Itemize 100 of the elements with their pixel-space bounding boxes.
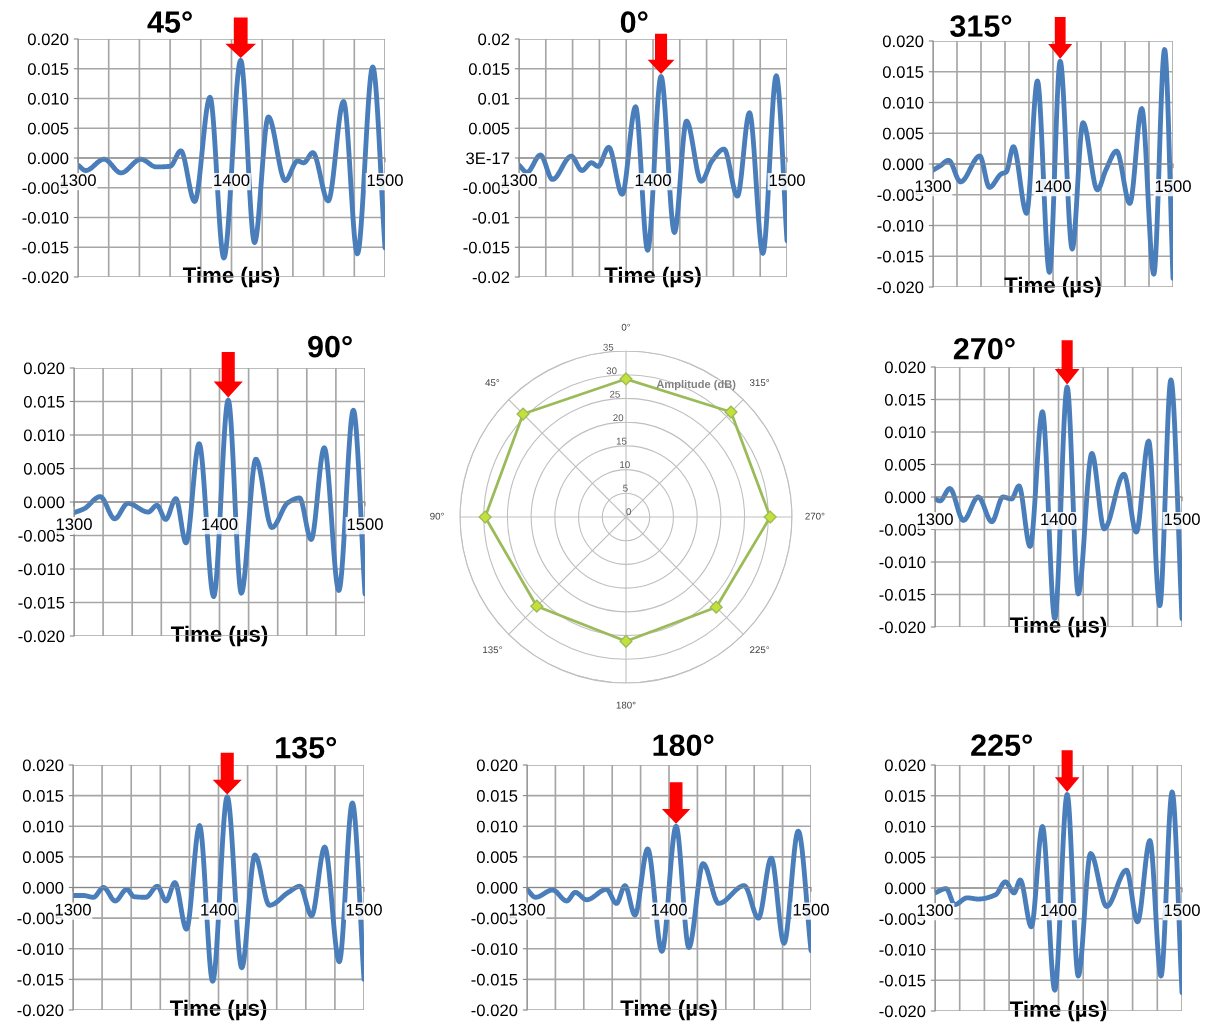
y-tick-label: 0.015	[22, 790, 64, 802]
y-tick-label: -0.020	[17, 1004, 64, 1017]
x-tick-label: 1400	[1041, 513, 1077, 526]
y-tick-label: -0.010	[879, 556, 926, 569]
x-tick-label: 1500	[1164, 904, 1200, 917]
x-tick-label: 1500	[347, 518, 383, 531]
y-tick-label: 0.010	[27, 92, 69, 105]
y-tick-label: -0.015	[877, 250, 924, 263]
y-tick-label: -0.015	[879, 974, 926, 987]
x-axis-title: Time (µs)	[620, 999, 717, 1021]
y-tick-label: 0.020	[27, 33, 69, 46]
y-tick-label: 30	[606, 367, 617, 375]
y-tick-label: -0.015	[17, 973, 64, 986]
y-tick-label: 0.02	[478, 33, 510, 46]
y-tick-label: -0.015	[879, 588, 926, 601]
y-tick-label: 0.010	[882, 96, 924, 109]
chart-title: 135°	[276, 736, 337, 759]
y-tick-label: -0.020	[18, 630, 65, 643]
y-tick-label: 0.015	[476, 790, 518, 802]
y-tick-label: 0.005	[882, 127, 924, 140]
y-tick-label: 0.010	[23, 429, 65, 442]
y-tick-label: -0.010	[22, 211, 69, 224]
spoke-label: 270°	[805, 512, 825, 520]
y-tick-label: -0.010	[18, 563, 65, 576]
y-tick-label: 15	[616, 437, 627, 445]
spoke-label: 90°	[430, 512, 444, 520]
x-axis-title: Time (µs)	[169, 999, 267, 1021]
x-tick-label: 1400	[214, 174, 250, 187]
chart-title: 0°	[620, 11, 648, 33]
y-tick-label: 0.000	[23, 496, 65, 509]
spoke-label: 0°	[621, 323, 631, 331]
y-tick-label: 0.01	[478, 92, 510, 105]
y-tick-label: 0.000	[884, 882, 926, 895]
y-tick-label: -0.015	[471, 973, 518, 986]
x-tick-label: 1500	[793, 903, 829, 916]
y-tick-label: 3E-17	[466, 152, 510, 165]
x-axis-title: Time (µs)	[170, 625, 268, 647]
y-tick-label: -0.020	[879, 1005, 926, 1018]
y-tick-label: 35	[603, 343, 614, 351]
y-tick-label: 0.010	[884, 820, 926, 833]
y-tick-label: 0.015	[882, 66, 924, 78]
chart-title: 90°	[308, 335, 352, 358]
y-tick-label: -0.020	[471, 1004, 518, 1017]
x-tick-label: 1500	[1155, 180, 1191, 193]
x-axis-title: Time (µs)	[182, 266, 280, 288]
y-tick-label: 0.020	[22, 759, 64, 772]
spoke-label: 45°	[485, 379, 500, 387]
y-tick-label: 5	[623, 484, 628, 492]
y-tick-label: 0.000	[476, 881, 518, 894]
x-axis-title: Time (µs)	[1004, 276, 1101, 298]
y-tick-label: -0.02	[472, 271, 510, 284]
y-tick-label: 0.020	[884, 759, 926, 772]
y-tick-label: -0.015	[463, 241, 510, 254]
x-tick-label: 1500	[346, 903, 382, 916]
y-tick-label: 0.020	[884, 361, 926, 374]
y-tick-label: -0.015	[22, 241, 69, 254]
x-tick-label: 1400	[201, 903, 237, 916]
x-tick-label: 1400	[651, 903, 687, 916]
y-tick-label: 10	[620, 461, 630, 469]
y-tick-label: 0.015	[884, 393, 926, 406]
y-tick-label: 0.010	[476, 820, 518, 833]
y-tick-label: -0.020	[879, 621, 926, 634]
y-tick-label: 0.000	[882, 158, 924, 171]
y-tick-label: 0.005	[884, 851, 926, 864]
x-tick-label: 1500	[1164, 513, 1200, 526]
y-tick-label: -0.01	[472, 211, 510, 224]
spoke-label: 135°	[483, 646, 502, 654]
chart-title: 180°	[653, 734, 714, 757]
spoke-label: 315°	[749, 379, 770, 387]
y-tick-label: 0.005	[468, 122, 510, 135]
y-tick-label: 0.000	[884, 491, 926, 504]
y-tick-label: -0.010	[471, 943, 518, 955]
spoke-label: 225°	[750, 646, 770, 654]
y-tick-label: 20	[613, 414, 624, 422]
y-tick-label: -0.005	[879, 523, 926, 536]
y-tick-label: 0.005	[884, 458, 926, 471]
y-tick-label: 25	[609, 390, 620, 398]
y-tick-label: 0.005	[22, 851, 64, 864]
y-tick-label: 0	[626, 508, 632, 516]
y-tick-label: 0.000	[27, 152, 69, 165]
x-tick-label: 1300	[917, 513, 953, 526]
y-tick-label: 0.020	[476, 759, 518, 772]
y-tick-label: 0.020	[23, 362, 65, 375]
chart-title: 315°	[950, 15, 1012, 37]
y-tick-label: -0.020	[22, 271, 69, 284]
x-tick-label: 1400	[635, 174, 671, 187]
y-tick-label: -0.010	[877, 219, 924, 232]
y-tick-label: 0.005	[476, 851, 518, 864]
y-tick-label: -0.010	[879, 943, 926, 956]
chart-title: 45°	[147, 11, 192, 33]
y-tick-label: -0.010	[17, 943, 64, 955]
y-tick-label: 0.015	[884, 790, 926, 802]
x-axis-title: Time (µs)	[1009, 616, 1107, 638]
y-tick-label: 0.005	[27, 122, 69, 135]
y-tick-label: -0.015	[18, 596, 65, 609]
x-tick-label: 1500	[367, 174, 403, 187]
x-axis-title: Time (µs)	[1009, 1000, 1107, 1022]
chart-title: 270°	[953, 337, 1015, 360]
y-tick-label: 0.000	[22, 881, 64, 894]
y-tick-label: -0.005	[18, 529, 65, 542]
